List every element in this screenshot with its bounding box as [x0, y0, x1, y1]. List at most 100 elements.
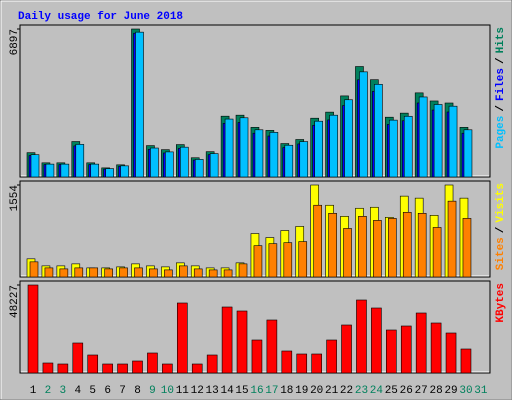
- bar: [373, 220, 382, 278]
- bar: [30, 154, 40, 178]
- bar: [117, 363, 128, 374]
- legend-entry: Pages: [495, 116, 507, 149]
- bar: [417, 212, 427, 278]
- x-tick-label: 15: [235, 385, 248, 397]
- x-tick-label: 13: [206, 385, 219, 397]
- bar: [448, 105, 458, 178]
- x-tick-label: 4: [74, 385, 81, 397]
- x-tick-label: 30: [459, 385, 472, 397]
- bar: [358, 216, 367, 278]
- bar: [388, 218, 397, 278]
- bar: [194, 159, 204, 178]
- bar: [180, 146, 189, 178]
- legend-separator: /: [495, 105, 507, 112]
- bar: [179, 265, 188, 278]
- bar: [44, 267, 54, 278]
- bar: [284, 144, 294, 178]
- x-tick-label: 27: [415, 385, 428, 397]
- bar: [344, 99, 353, 178]
- bar: [135, 31, 144, 178]
- y-tick-label: 1554: [9, 185, 21, 212]
- bar: [177, 302, 188, 374]
- bar: [386, 329, 397, 374]
- bar: [206, 354, 218, 374]
- bar: [87, 354, 99, 374]
- bar: [314, 120, 323, 178]
- x-tick-label: 24: [370, 385, 384, 397]
- legend-entry: Files: [495, 68, 507, 101]
- y-tick-label: 6897: [9, 29, 21, 55]
- bar: [224, 118, 234, 178]
- bar: [236, 310, 248, 374]
- bar: [432, 227, 442, 278]
- bar: [238, 263, 248, 278]
- y-tick-label: 48227: [9, 285, 21, 318]
- bar: [266, 319, 278, 374]
- bar: [311, 353, 322, 374]
- legend-separator: /: [495, 57, 507, 64]
- x-tick-label: 23: [355, 385, 368, 397]
- bar: [193, 268, 203, 278]
- legend-separator: /: [495, 226, 507, 233]
- x-tick-label: 10: [161, 385, 174, 397]
- x-tick-label: 12: [191, 385, 204, 397]
- bar: [149, 268, 158, 278]
- x-tick-label: 7: [119, 385, 126, 397]
- x-tick-label: 20: [310, 385, 323, 397]
- bar: [269, 132, 279, 178]
- bar: [102, 363, 113, 374]
- legend-entry: Visits: [495, 183, 507, 223]
- bar: [134, 267, 143, 278]
- x-tick-label: 3: [60, 385, 67, 397]
- bar: [418, 96, 428, 178]
- bar: [239, 117, 249, 178]
- bar: [147, 352, 158, 374]
- x-tick-label: 28: [430, 385, 443, 397]
- bar: [296, 353, 308, 374]
- bar: [359, 71, 368, 178]
- x-tick-label: 25: [385, 385, 398, 397]
- x-tick-label: 19: [295, 385, 308, 397]
- bar: [298, 241, 308, 278]
- x-tick-label: 14: [220, 385, 234, 397]
- bar: [165, 151, 174, 178]
- bar: [223, 269, 233, 278]
- x-tick-label: 11: [176, 385, 190, 397]
- bar: [191, 363, 203, 374]
- bar: [120, 165, 129, 178]
- bar: [45, 163, 55, 178]
- x-tick-label: 17: [265, 385, 278, 397]
- bar: [254, 129, 264, 178]
- bar: [356, 299, 367, 374]
- bar: [447, 200, 457, 278]
- bar: [281, 350, 293, 374]
- bar: [209, 153, 219, 178]
- chart-title: Daily usage for June 2018: [18, 11, 183, 23]
- legend-entry: Hits: [495, 27, 507, 53]
- bar: [208, 269, 218, 278]
- bar: [60, 163, 70, 178]
- x-tick-label: 26: [400, 385, 413, 397]
- bar: [268, 243, 278, 278]
- bar: [90, 163, 100, 178]
- legend: KBytes: [495, 283, 507, 323]
- bar: [341, 324, 352, 374]
- bar: [445, 332, 457, 374]
- x-tick-label: 8: [134, 385, 141, 397]
- bar: [371, 307, 382, 374]
- x-tick-label: 2: [45, 385, 52, 397]
- x-tick-label: 6: [104, 385, 111, 397]
- bar: [313, 204, 322, 278]
- bar: [105, 168, 114, 178]
- x-tick-label: 29: [444, 385, 457, 397]
- bar: [119, 267, 128, 278]
- bar: [89, 267, 99, 278]
- legend: Sites / Visits: [495, 183, 507, 270]
- bar: [460, 348, 472, 374]
- bar: [329, 114, 338, 178]
- bar: [463, 129, 473, 178]
- bar: [150, 147, 159, 178]
- bar: [27, 284, 39, 374]
- bar: [326, 339, 337, 374]
